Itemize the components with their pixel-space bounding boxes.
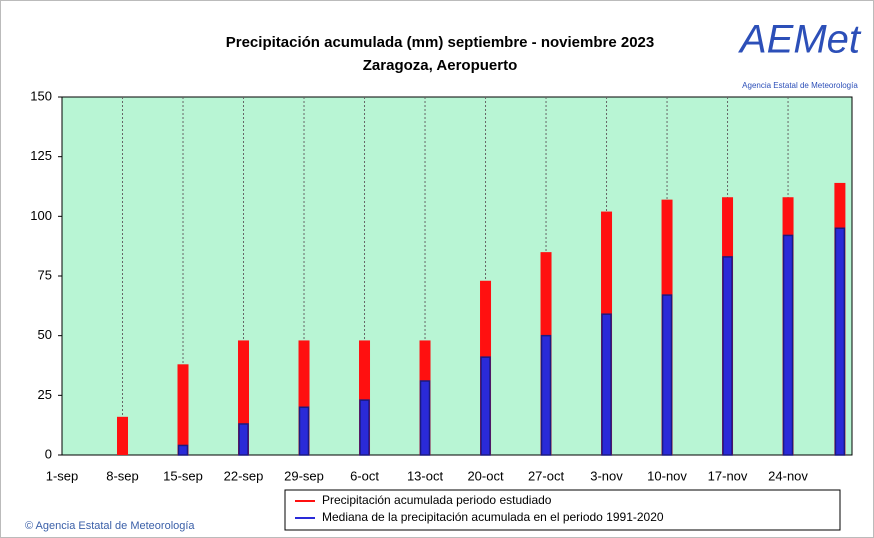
legend-label: Mediana de la precipitación acumulada en… <box>322 510 664 524</box>
bar <box>238 340 250 455</box>
bar <box>661 294 673 456</box>
bar <box>359 399 370 456</box>
logo-caption: Agencia Estatal de Meteorología <box>742 81 858 90</box>
bar <box>419 380 431 456</box>
y-tick-label: 150 <box>30 88 52 103</box>
x-tick-label: 6-oct <box>350 468 379 483</box>
bar <box>834 227 846 456</box>
bar <box>238 423 249 456</box>
x-tick-label: 22-sep <box>224 468 264 483</box>
x-tick-label: 8-sep <box>106 468 139 483</box>
y-tick-label: 75 <box>38 267 52 282</box>
bar <box>298 340 310 455</box>
legend-box <box>284 489 841 531</box>
x-tick-label: 17-nov <box>708 468 748 483</box>
bar <box>298 406 310 456</box>
x-tick-label: 20-oct <box>467 468 504 483</box>
copyright: © Agencia Estatal de Meteorología <box>25 520 195 532</box>
bar <box>480 356 491 456</box>
bar <box>359 340 371 455</box>
y-tick-label: 50 <box>38 327 52 342</box>
bar <box>117 416 129 455</box>
x-tick-label: 10-nov <box>647 468 687 483</box>
logo: AEMet <box>738 18 862 62</box>
bar <box>782 234 794 456</box>
bar <box>722 256 733 456</box>
bar <box>177 444 189 456</box>
plot-area <box>61 96 853 456</box>
bar <box>177 364 189 455</box>
bar <box>540 334 552 456</box>
x-tick-label: 13-oct <box>407 468 444 483</box>
x-tick-label: 27-oct <box>528 468 565 483</box>
y-tick-label: 25 <box>38 387 52 402</box>
x-tick-label: 15-sep <box>163 468 203 483</box>
y-tick-label: 125 <box>30 148 52 163</box>
x-tick-label: 24-nov <box>768 468 808 483</box>
legend-label: Precipitación acumulada periodo estudiad… <box>322 493 552 507</box>
y-tick-label: 0 <box>45 446 52 461</box>
chart-subtitle: Zaragoza, Aeropuerto <box>363 57 517 74</box>
x-tick-label: 29-sep <box>284 468 324 483</box>
y-tick-label: 100 <box>30 208 52 223</box>
bar <box>601 313 612 456</box>
x-tick-label: 1-sep <box>46 468 79 483</box>
chart-title: Precipitación acumulada (mm) septiembre … <box>226 34 654 51</box>
x-tick-label: 3-nov <box>590 468 623 483</box>
